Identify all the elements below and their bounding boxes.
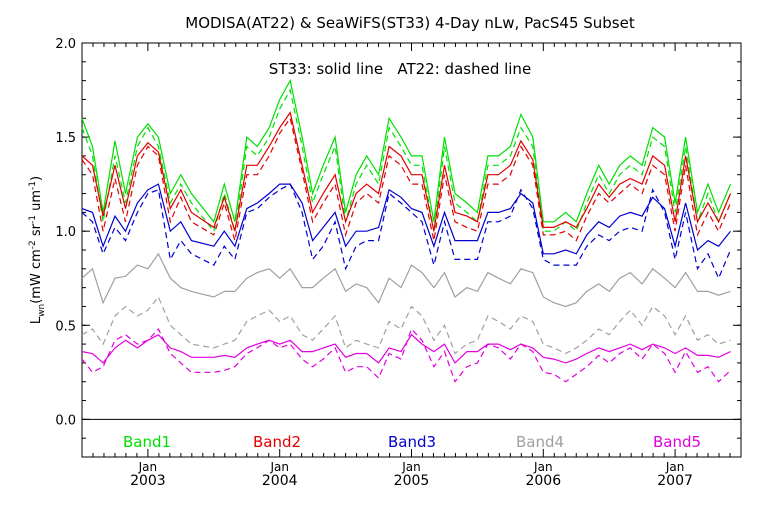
- band1-st33-solid-line: [81, 78, 732, 224]
- x-tick-month-label: Jan: [138, 460, 158, 474]
- x-tick-month-label: Jan: [401, 460, 421, 474]
- x-tick-year-label: 2003: [130, 473, 166, 489]
- legend-band2: Band2: [253, 433, 301, 451]
- band5-st33-solid-line: [81, 333, 731, 364]
- y-tick-label: 0.5: [55, 319, 76, 334]
- x-tick-month-label: Jan: [269, 460, 289, 474]
- y-tick-label: 2.0: [55, 37, 76, 52]
- plot-area: 0.00.51.01.52.0Jan2003Jan2004Jan2005Jan2…: [55, 37, 742, 489]
- legend-band1: Band1: [123, 433, 171, 451]
- band1-at22-dashed-line: [81, 88, 732, 233]
- band2-st33-solid-line: [81, 111, 732, 232]
- band4-st33-solid-line: [81, 252, 731, 308]
- band3-st33-solid-line: [81, 183, 731, 255]
- x-tick-year-label: 2006: [525, 473, 561, 489]
- x-tick-month-label: Jan: [533, 460, 553, 474]
- x-tick-month-label: Jan: [665, 460, 685, 474]
- legend-band3: Band3: [388, 433, 436, 451]
- y-tick-label: 1.5: [55, 131, 76, 146]
- x-tick-year-label: 2004: [262, 473, 298, 489]
- x-tick-year-label: 2005: [394, 473, 430, 489]
- band2-at22-dashed-line: [81, 116, 732, 242]
- band4-at22-dashed-line: [81, 295, 731, 355]
- x-tick-year-label: 2007: [657, 473, 693, 489]
- y-tick-label: 1.0: [55, 225, 76, 240]
- band5-at22-dashed-line: [81, 327, 731, 383]
- y-axis-label: Lwn(mW cm-2 sr-1 um-1): [28, 176, 47, 324]
- legend-band5: Band5: [653, 433, 701, 451]
- band3-at22-dashed-line: [81, 183, 732, 280]
- y-tick-label: 0.0: [55, 413, 76, 428]
- plot-frame: [81, 42, 742, 458]
- chart-title: MODISA(AT22) & SeaWiFS(ST33) 4-Day nLw, …: [185, 14, 635, 32]
- legend-band4: Band4: [516, 433, 564, 451]
- line-style-annotation: ST33: solid line AT22: dashed line: [269, 60, 531, 78]
